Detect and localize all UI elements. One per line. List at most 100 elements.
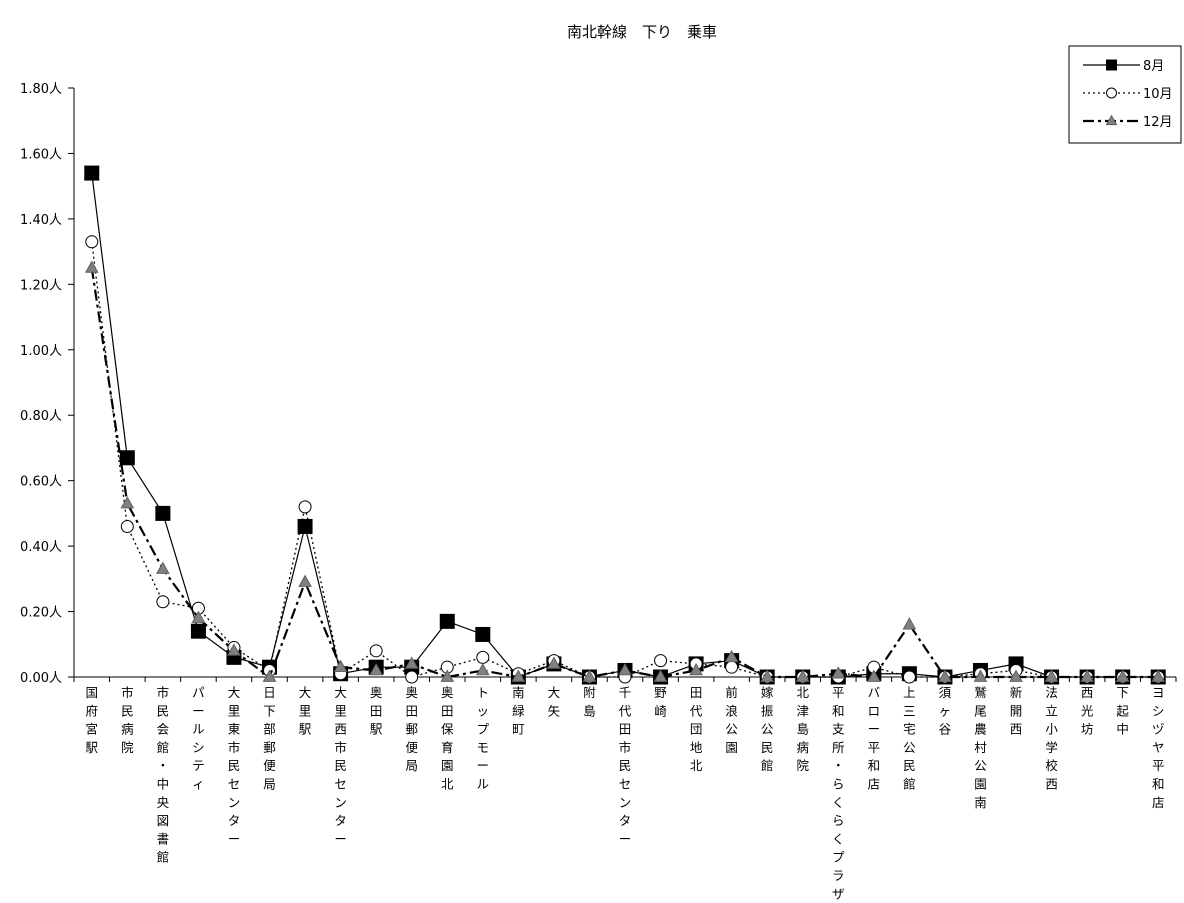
data-point <box>547 656 561 669</box>
x-tick-label: 上三宅公民館 <box>903 685 916 792</box>
x-tick-label: 田代団地北 <box>690 685 703 773</box>
legend-marker <box>1106 59 1117 71</box>
data-point <box>653 669 668 682</box>
y-tick-label: 1.40人 <box>20 213 62 228</box>
data-point <box>404 656 419 669</box>
y-tick-label: 0.40人 <box>20 540 62 555</box>
y-tick-label: 0.80人 <box>20 409 62 424</box>
x-tick-label: 下起中 <box>1116 685 1129 737</box>
x-tick-label: 須ヶ谷 <box>939 685 952 737</box>
data-point <box>369 644 383 658</box>
data-point <box>902 617 917 630</box>
y-tick-label: 0.60人 <box>20 475 62 490</box>
data-point <box>689 662 703 676</box>
series-layer <box>84 165 1166 685</box>
axes <box>73 88 1176 678</box>
y-tick-label: 0.20人 <box>20 606 62 621</box>
y-tick-label: 1.00人 <box>20 344 62 359</box>
x-tick-label: 大里西市民センター <box>334 685 347 846</box>
data-point <box>439 613 455 629</box>
x-tick-label: 西光坊 <box>1081 685 1094 737</box>
data-point <box>1044 669 1059 682</box>
data-point <box>405 670 419 684</box>
x-tick-label: 日下部郵便局 <box>263 685 276 792</box>
series-3 <box>84 260 1166 682</box>
legend-marker <box>1105 114 1118 126</box>
data-point <box>262 669 277 682</box>
x-tick-label: トップモール <box>477 685 490 792</box>
data-point <box>84 165 100 181</box>
series-1 <box>84 165 1166 685</box>
y-tick-label: 1.60人 <box>20 147 62 162</box>
data-point <box>724 649 739 663</box>
x-tick-label: 新開西 <box>1010 685 1023 737</box>
data-point <box>369 662 384 676</box>
x-tick-label: 前浪公園 <box>725 685 738 755</box>
x-tick-label: 平和支所・らくらくプラザ <box>832 685 845 901</box>
series-line <box>91 173 1159 678</box>
x-tick-label: 奥田駅 <box>370 685 383 737</box>
legend-label: 8月 <box>1143 59 1164 74</box>
x-tick-label: 大里東市民センター <box>228 685 241 846</box>
x-tick-label: 北津島病院 <box>796 685 809 773</box>
y-tick-label: 1.20人 <box>20 278 62 293</box>
series-line <box>90 267 1159 679</box>
x-tick-label: 市民病院 <box>121 685 134 755</box>
data-point <box>85 235 99 249</box>
x-tick-label: 大里駅 <box>299 685 312 737</box>
x-tick-label: 千代田市民センター <box>619 685 632 846</box>
data-point <box>511 669 526 682</box>
series-line <box>91 241 1159 678</box>
x-axis-categories: 国府宮駅 市民病院 市民会館・中央図書館 パールシティ 大里東市民センター 日下部郵便局 大… <box>73 677 1177 901</box>
x-tick-label: ヨシヅヤ平和店 <box>1152 685 1165 810</box>
data-point <box>191 610 206 623</box>
data-point <box>440 669 455 682</box>
data-point <box>1151 669 1166 682</box>
x-tick-label: 鷲尾農村公園南 <box>974 685 987 810</box>
data-point <box>1009 669 1023 682</box>
legend-label: 10月 <box>1143 87 1173 102</box>
data-point <box>155 505 171 521</box>
data-point <box>156 595 170 609</box>
x-tick-label: バロー平和店 <box>868 685 881 792</box>
data-point <box>119 450 135 466</box>
series-2 <box>85 235 1165 684</box>
data-point <box>654 654 668 668</box>
y-tick-label: 0.00人 <box>20 671 62 686</box>
chart-title: 南北幹線 下り 乗車 <box>567 23 717 41</box>
x-tick-label: 法立小学校西 <box>1045 685 1058 792</box>
y-tick-label: 1.80人 <box>20 82 62 97</box>
data-point <box>190 623 206 639</box>
x-tick-label: 野崎 <box>654 685 667 718</box>
data-point <box>725 660 739 674</box>
x-tick-label: 市民会館・中央図書館 <box>157 685 170 865</box>
data-point <box>831 666 846 679</box>
data-point <box>866 669 881 682</box>
data-point <box>938 669 952 682</box>
x-tick-label: 奥田郵便局 <box>405 685 418 773</box>
data-point <box>1080 669 1094 682</box>
x-tick-label: パールシティ <box>192 685 205 792</box>
data-point <box>297 518 313 534</box>
data-point <box>84 260 99 273</box>
data-point <box>582 669 597 682</box>
data-point <box>973 669 988 682</box>
data-point <box>475 662 490 676</box>
data-point <box>156 561 170 574</box>
data-point <box>227 643 241 656</box>
x-tick-label: 国府宮駅 <box>86 685 99 755</box>
y-axis-ticks: 0.00人 0.20人 0.40人 0.60人 0.80人 1.00人 1.20人 1.40人… <box>20 82 74 686</box>
data-point <box>298 574 312 587</box>
legend-label: 12月 <box>1143 115 1173 130</box>
legend-marker <box>1106 87 1117 99</box>
legend-box <box>1068 45 1182 144</box>
x-tick-label: 嫁振公民館 <box>761 685 774 773</box>
x-tick-label: 附島 <box>583 685 596 718</box>
data-point <box>795 669 810 682</box>
data-point <box>476 650 490 664</box>
data-point <box>120 519 134 533</box>
data-point <box>760 669 775 682</box>
data-point <box>618 662 632 676</box>
x-tick-label: 奥田保育園北 <box>441 685 454 792</box>
